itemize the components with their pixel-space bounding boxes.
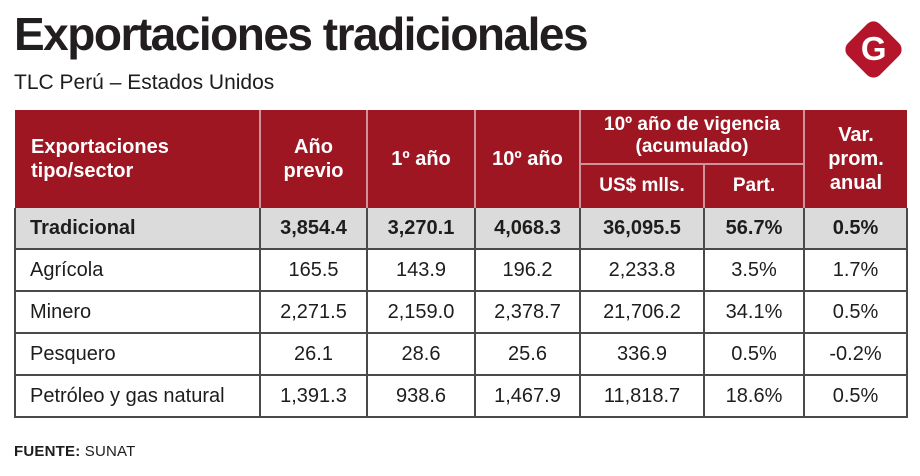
cell-year1: 3,270.1: [366, 208, 476, 251]
cell-year1: 143.9: [366, 248, 476, 293]
cell-part: 18.6%: [703, 374, 805, 419]
cell-year10: 2,378.7: [474, 290, 581, 335]
col-header-accumulated-group: 10º año de vigencia (acumulado): [580, 109, 805, 166]
cell-usd: 336.9: [579, 332, 705, 377]
cell-part: 56.7%: [703, 208, 805, 251]
masthead: Exportaciones tradicionales G TLC Perú –…: [0, 0, 920, 95]
cell-year10: 196.2: [474, 248, 581, 293]
cell-part: 0.5%: [703, 332, 805, 377]
table-row-tradicional: Tradicional 3,854.4 3,270.1 4,068.3 36,0…: [14, 208, 908, 251]
cell-part: 3.5%: [703, 248, 805, 293]
cell-sector: Pesquero: [14, 332, 261, 377]
col-header-usd-mlls: US$ mlls.: [580, 164, 705, 209]
table-row-minero: Minero 2,271.5 2,159.0 2,378.7 21,706.2 …: [14, 290, 908, 335]
table-row-petroleo-gas: Petróleo y gas natural 1,391.3 938.6 1,4…: [14, 374, 908, 419]
cell-sector: Agrícola: [14, 248, 261, 293]
cell-var: 0.5%: [803, 208, 908, 251]
cell-year10: 1,467.9: [474, 374, 581, 419]
cell-year1: 938.6: [366, 374, 476, 419]
cell-year1: 2,159.0: [366, 290, 476, 335]
exports-table: Exportaciones tipo/sector Año previo 1º …: [14, 109, 908, 419]
col-header-part: Part.: [704, 164, 805, 209]
col-header-year10: 10º año: [475, 109, 581, 209]
page-title: Exportaciones tradicionales: [14, 8, 589, 60]
cell-prev: 2,271.5: [259, 290, 368, 335]
col-header-prev-year: Año previo: [260, 109, 368, 209]
cell-year10: 25.6: [474, 332, 581, 377]
cell-var: 0.5%: [803, 374, 908, 419]
cell-prev: 165.5: [259, 248, 368, 293]
cell-usd: 2,233.8: [579, 248, 705, 293]
cell-var: 0.5%: [803, 290, 908, 335]
cell-usd: 21,706.2: [579, 290, 705, 335]
table-row-pesquero: Pesquero 26.1 28.6 25.6 336.9 0.5% -0.2%: [14, 332, 908, 377]
cell-part: 34.1%: [703, 290, 805, 335]
cell-sector: Petróleo y gas natural: [14, 374, 261, 419]
table-row-agricola: Agrícola 165.5 143.9 196.2 2,233.8 3.5% …: [14, 248, 908, 293]
cell-prev: 26.1: [259, 332, 368, 377]
cell-prev: 1,391.3: [259, 374, 368, 419]
cell-prev: 3,854.4: [259, 208, 368, 251]
cell-year10: 4,068.3: [474, 208, 581, 251]
cell-year1: 28.6: [366, 332, 476, 377]
table-header: Exportaciones tipo/sector Año previo 1º …: [15, 109, 907, 209]
cell-sector: Minero: [14, 290, 261, 335]
cell-var: 1.7%: [803, 248, 908, 293]
source-line: FUENTE: SUNAT: [14, 443, 920, 460]
cell-var: -0.2%: [803, 332, 908, 377]
page-subtitle: TLC Perú – Estados Unidos: [14, 70, 275, 94]
col-header-year1: 1º año: [367, 109, 476, 209]
cell-usd: 36,095.5: [579, 208, 705, 251]
col-header-sector: Exportaciones tipo/sector: [15, 109, 261, 209]
source-label: FUENTE:: [14, 443, 81, 461]
cell-usd: 11,818.7: [579, 374, 705, 419]
source-value: SUNAT: [84, 443, 136, 461]
cell-sector: Tradicional: [14, 208, 261, 251]
logo-letter: G: [860, 29, 887, 67]
col-header-var-prom: Var. prom. anual: [804, 109, 907, 209]
